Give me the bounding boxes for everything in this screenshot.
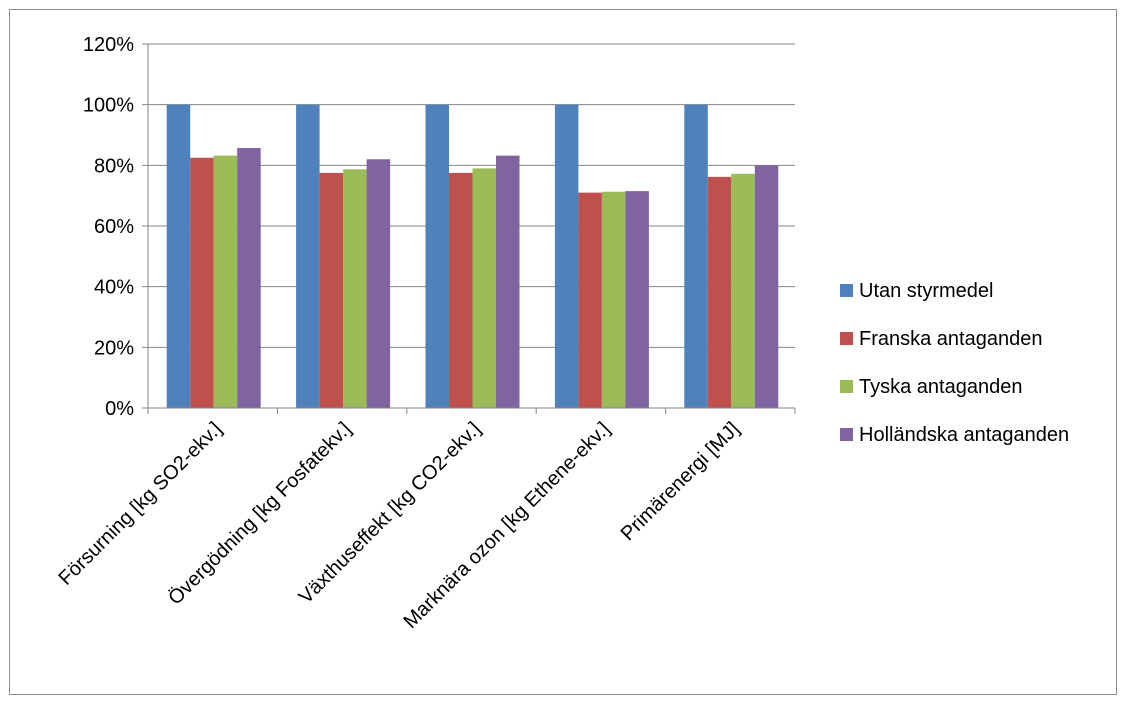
bar-4-5 (754, 165, 779, 408)
bar-1-1 (166, 104, 191, 409)
y-tick-label: 100% (83, 95, 134, 117)
legend-label: Holländska antaganden (859, 424, 1069, 446)
bar-4-1 (237, 148, 261, 408)
y-tick-label: 20% (94, 337, 134, 359)
axes (142, 43, 796, 414)
bar-1-2 (296, 104, 320, 409)
bar-2-2 (319, 172, 344, 408)
legend-label: Tyska antaganden (859, 376, 1022, 398)
bar-2-3 (449, 172, 473, 408)
bar-2-5 (707, 176, 732, 408)
legend-label: Utan styrmedel (859, 280, 994, 302)
y-tick-label: 60% (94, 216, 134, 238)
legend-label: Franska antaganden (859, 328, 1042, 350)
bar-1-4 (554, 104, 579, 409)
bar-2-4 (578, 192, 602, 408)
bar-1-5 (684, 104, 708, 409)
bar-3-3 (472, 168, 496, 408)
y-tick-label: 0% (105, 398, 134, 420)
bar-4-3 (496, 155, 520, 408)
legend: Utan styrmedel Franska antaganden Tyska an… (840, 280, 1069, 446)
y-tick-label: 40% (94, 277, 134, 299)
bar-3-1 (213, 155, 238, 408)
legend-swatch (840, 428, 853, 441)
bar-4-4 (625, 191, 649, 408)
chart-frame: 0% 20% 40% 60% 80% 100% 120% Försurning [kg SO2… (9, 9, 1117, 695)
legend-swatch (840, 380, 853, 393)
bars (166, 104, 779, 409)
bar-chart: 0%20%40%60%80%100%120%Försurning [kg SO2… (55, 34, 1070, 633)
bar-3-5 (731, 173, 755, 408)
y-tick-label: 80% (94, 155, 134, 177)
bar-3-2 (343, 169, 367, 408)
bar-1-3 (425, 104, 449, 409)
y-tick-label: 120% (83, 34, 134, 56)
legend-swatch (840, 332, 853, 345)
bar-2-1 (190, 157, 214, 408)
x-category-label: Primärenergi [MJ] (617, 418, 744, 545)
x-category-label: Marknära ozon [kg Ethene-ekv.] (399, 418, 614, 633)
bar-3-4 (601, 191, 626, 408)
legend-swatch (840, 284, 853, 297)
bar-4-2 (366, 159, 391, 408)
